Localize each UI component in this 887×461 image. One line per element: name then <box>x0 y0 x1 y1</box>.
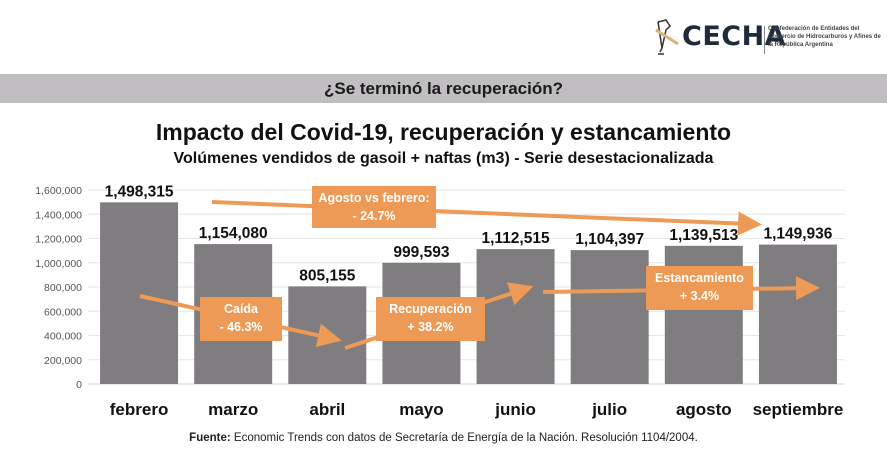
x-axis: febrero marzo abril mayo junio julio agosto sep… <box>110 400 844 419</box>
logo-wordmark: CECHA <box>682 21 787 52</box>
annotation-title: Agosto vs febrero: <box>318 191 430 205</box>
logo-description: Confederación de Entidades del Comercio … <box>768 26 881 48</box>
bar-abril <box>288 286 367 384</box>
annotation-title: Recuperación <box>389 302 472 316</box>
data-label: 805,155 <box>299 267 355 284</box>
chart-title: Impacto del Covid-19, recuperación y est… <box>155 119 732 145</box>
data-label: 999,593 <box>393 244 449 261</box>
bar-febrero <box>100 202 179 384</box>
x-tick-label: febrero <box>110 400 169 419</box>
data-label: 1,154,080 <box>199 225 268 242</box>
annotation-estancamiento: Estancamiento + 3.4% <box>646 266 753 310</box>
y-tick-label: 0 <box>76 379 82 391</box>
annotation-title: Estancamiento <box>655 271 744 285</box>
section-banner: ¿Se terminó la recuperación? <box>0 74 887 103</box>
x-tick-label: julio <box>591 400 627 419</box>
annotation-title: Caída <box>223 302 259 316</box>
logo-separator <box>764 26 765 54</box>
x-tick-label: marzo <box>208 400 258 419</box>
bar-junio <box>476 249 555 384</box>
annotation-recuperacion: Recuperación + 38.2% <box>376 297 485 341</box>
y-tick-label: 1,400,000 <box>35 209 82 221</box>
bar-julio <box>570 250 649 384</box>
source-label: Fuente: <box>189 432 231 444</box>
annotation-value: - 46.3% <box>219 320 263 334</box>
y-tick-label: 600,000 <box>44 306 82 318</box>
x-tick-label: septiembre <box>753 400 844 419</box>
data-label: 1,104,397 <box>575 231 644 248</box>
annotation-value: - 24.7% <box>352 209 396 223</box>
y-tick-label: 800,000 <box>44 282 82 294</box>
data-labels: 1,498,315 1,154,080 805,155 999,593 1,112,51… <box>105 183 833 284</box>
y-tick-label: 1,200,000 <box>35 234 82 246</box>
y-tick-label: 1,000,000 <box>35 258 82 270</box>
annotation-caida: Caída - 46.3% <box>200 297 282 341</box>
x-tick-label: agosto <box>676 400 732 419</box>
data-label: 1,112,515 <box>482 230 550 247</box>
x-tick-label: junio <box>494 400 536 419</box>
x-tick-label: mayo <box>399 400 443 419</box>
bar-septiembre <box>758 244 837 384</box>
chart-subtitle: Volúmenes vendidos de gasoil + naftas (m… <box>173 150 714 167</box>
annotation-value: + 3.4% <box>679 289 720 303</box>
annotation-agosto-vs-febrero: Agosto vs febrero: - 24.7% <box>312 186 436 228</box>
cecha-logo: CECHA Confederación de Entidades del Com… <box>652 18 882 58</box>
arrow-agosto-vs-febrero <box>211 200 762 236</box>
y-tick-label: 200,000 <box>44 355 82 367</box>
y-tick-label: 1,600,000 <box>35 185 82 197</box>
cecha-harp-logo-icon <box>655 19 679 55</box>
y-tick-label: 400,000 <box>44 331 82 343</box>
y-axis: 0 200,000 400,000 600,000 800,000 1,000,000 1,… <box>35 185 82 391</box>
data-label: 1,498,315 <box>105 183 174 200</box>
x-tick-label: abril <box>309 400 345 419</box>
source-note: Fuente: Economic Trends con datos de Sec… <box>0 432 887 444</box>
data-label: 1,149,936 <box>763 226 832 243</box>
annotation-value: + 38.2% <box>407 320 454 334</box>
source-text: Economic Trends con datos de Secretaría … <box>230 432 698 444</box>
data-label: 1,139,513 <box>669 227 738 244</box>
